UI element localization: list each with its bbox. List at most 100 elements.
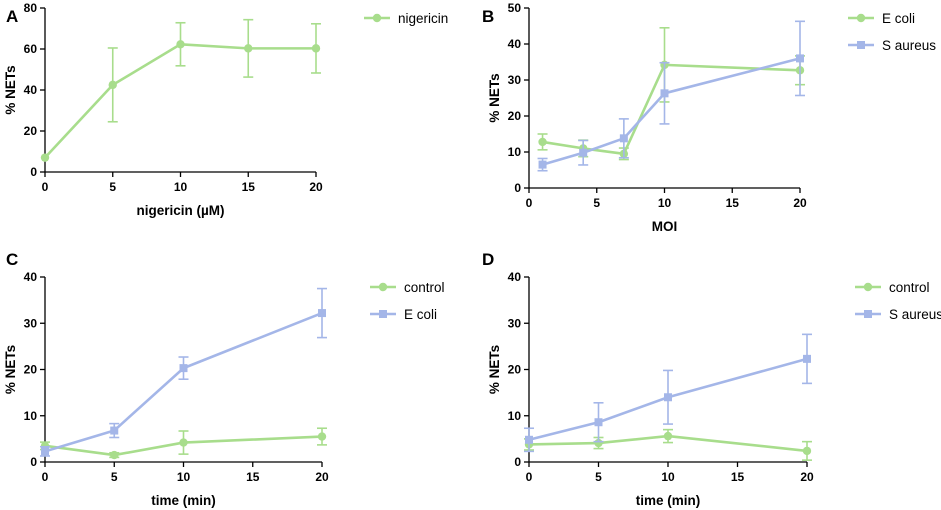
x-tick-label: 10 <box>177 470 191 484</box>
x-axis-title: MOI <box>652 219 678 234</box>
legend-item: control <box>855 280 930 295</box>
series-nigericin <box>40 18 321 162</box>
legend-label: nigericin <box>398 11 448 26</box>
x-tick-label: 5 <box>593 196 600 210</box>
data-point <box>317 432 327 441</box>
y-axis-title: % NETs <box>487 73 502 122</box>
legend-label: E coli <box>882 11 915 26</box>
panel-c: C 0 10 20 30 40 0 5 10 15 20 time (min) % NETs contro… <box>3 250 445 508</box>
y-tick-label: 80 <box>24 1 38 15</box>
series-control <box>524 428 812 461</box>
y-tick-label: 0 <box>30 165 37 179</box>
y-tick-label: 50 <box>508 1 522 15</box>
data-point <box>594 418 603 427</box>
x-tick-label: 0 <box>526 196 533 210</box>
y-tick-label: 20 <box>508 109 522 123</box>
x-axis-title: time (min) <box>636 493 701 508</box>
data-point <box>538 137 547 147</box>
legend-item: control <box>370 280 445 295</box>
x-tick-label: 10 <box>658 196 672 210</box>
x-axis-title: time (min) <box>151 493 216 508</box>
y-axis-title: % NETs <box>3 345 18 394</box>
y-tick-label: 0 <box>514 455 521 469</box>
x-tick-label: 15 <box>246 470 260 484</box>
data-point <box>619 134 628 143</box>
series-control <box>40 427 327 460</box>
x-tick-label: 5 <box>111 470 118 484</box>
panel-letter: D <box>482 250 494 269</box>
series-line <box>44 435 323 457</box>
x-tick-label: 20 <box>793 196 807 210</box>
y-tick-label: 20 <box>24 124 38 138</box>
x-tick-label: 0 <box>42 180 49 194</box>
data-point <box>803 354 811 363</box>
series-line <box>528 357 808 442</box>
x-tick-label: 10 <box>661 470 675 484</box>
panel-d: D 0 10 20 30 40 0 5 10 15 20 time (min) % NETs contro… <box>482 250 941 508</box>
series-line <box>44 311 323 453</box>
legend-marker <box>863 282 873 292</box>
panel-letter: B <box>482 7 494 26</box>
y-tick-label: 60 <box>24 42 38 56</box>
y-tick-label: 10 <box>508 409 522 423</box>
y-axis-title: % NETs <box>487 345 502 394</box>
x-tick-label: 10 <box>174 180 188 194</box>
data-point <box>579 148 588 157</box>
y-tick-label: 40 <box>508 37 522 51</box>
series-s-aureus <box>524 333 812 453</box>
data-point <box>40 153 50 162</box>
data-point <box>110 450 119 460</box>
series-line <box>528 434 808 453</box>
panel-b: B 0 10 20 30 40 50 0 5 10 15 20 MOI % NETs E coli S aur… <box>482 1 936 234</box>
legend-marker <box>378 282 388 292</box>
legend-label: E coli <box>404 307 437 322</box>
data-point <box>41 447 49 456</box>
data-point <box>244 44 253 53</box>
data-point <box>525 435 533 444</box>
y-tick-label: 30 <box>508 73 522 87</box>
y-tick-label: 20 <box>24 363 38 377</box>
legend-marker <box>857 41 865 49</box>
data-point <box>176 40 185 49</box>
data-point <box>110 426 119 435</box>
x-tick-label: 20 <box>800 470 814 484</box>
legend-marker <box>379 310 387 318</box>
data-point <box>179 364 188 373</box>
data-point <box>664 393 672 402</box>
x-tick-label: 20 <box>315 470 329 484</box>
panel-letter: C <box>6 250 18 269</box>
x-tick-label: 15 <box>242 180 256 194</box>
x-tick-label: 0 <box>42 470 49 484</box>
data-point <box>179 438 188 447</box>
legend-item: S aureus <box>848 38 936 53</box>
data-point <box>663 431 673 441</box>
legend-item: S aureus <box>855 307 941 322</box>
x-tick-label: 5 <box>109 180 116 194</box>
panel-letter: A <box>6 7 18 26</box>
legend-item: nigericin <box>364 11 448 26</box>
legend-label: S aureus <box>882 38 936 53</box>
y-tick-label: 40 <box>24 83 38 97</box>
legend-label: control <box>889 280 930 295</box>
data-point <box>538 160 547 169</box>
y-tick-label: 20 <box>508 363 522 377</box>
x-tick-label: 5 <box>595 470 602 484</box>
x-tick-label: 15 <box>726 196 740 210</box>
legend-marker <box>856 13 866 23</box>
legend-marker <box>372 13 382 23</box>
y-tick-label: 10 <box>24 409 38 423</box>
series-s-aureus <box>537 20 805 172</box>
data-point <box>108 80 117 90</box>
x-axis-title: nigericin (µM) <box>136 203 224 218</box>
data-point <box>311 44 321 53</box>
data-point <box>796 54 804 63</box>
legend-label: control <box>404 280 445 295</box>
legend-item: E coli <box>848 11 915 26</box>
y-tick-label: 0 <box>30 455 37 469</box>
x-tick-label: 20 <box>309 180 323 194</box>
y-tick-label: 30 <box>508 316 522 330</box>
legend-item: E coli <box>370 307 437 322</box>
legend-marker <box>864 310 872 318</box>
series-e-coli <box>40 287 327 457</box>
y-tick-label: 40 <box>24 270 38 284</box>
